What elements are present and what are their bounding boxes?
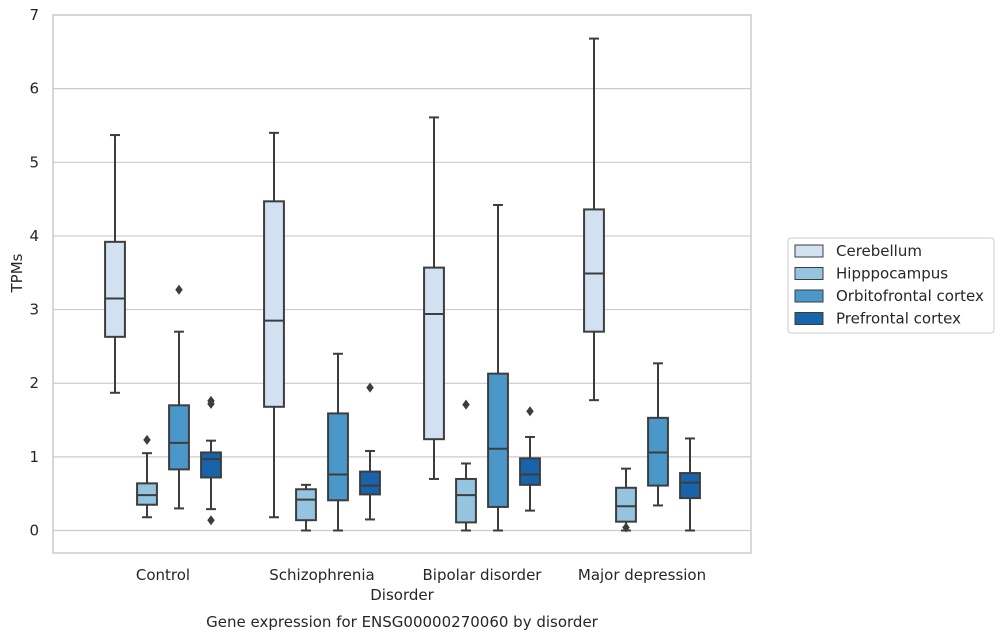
box-cerebellum xyxy=(263,131,285,519)
box xyxy=(455,477,477,524)
outlier xyxy=(143,434,151,445)
box xyxy=(583,208,605,333)
box-prefrontal-cortex xyxy=(519,406,541,512)
outlier xyxy=(366,382,374,393)
x-tick-label: Control xyxy=(136,566,190,584)
legend-swatch xyxy=(794,312,824,325)
chart-title: Gene expression for ENSG00000270060 by d… xyxy=(206,613,599,631)
legend-label: Orbitofrontal cortex xyxy=(836,287,984,305)
box-hipppocampus xyxy=(455,399,477,532)
box xyxy=(200,451,222,479)
box xyxy=(327,412,349,502)
box-cerebellum xyxy=(583,37,605,402)
box xyxy=(263,200,285,408)
y-tick-label: 0 xyxy=(29,522,39,540)
y-tick-label: 2 xyxy=(29,374,39,392)
box xyxy=(679,472,701,500)
box xyxy=(295,488,317,522)
x-tick-label: Schizophrenia xyxy=(269,566,374,584)
x-axis-label: Disorder xyxy=(370,586,434,604)
x-tick-label: Bipolar disorder xyxy=(423,566,543,584)
x-tick-labels: Control Schizophrenia Bipolar disorder Majo… xyxy=(136,566,706,584)
box-prefrontal-cortex xyxy=(679,437,701,532)
y-tick-label: 4 xyxy=(29,227,39,245)
y-tick-labels: 0 1 2 3 4 5 6 7 xyxy=(29,6,39,539)
box xyxy=(359,470,381,496)
legend-label: Cerebellum xyxy=(836,242,922,260)
y-tick-label: 3 xyxy=(29,301,39,319)
box xyxy=(136,482,158,506)
outlier xyxy=(526,406,534,417)
gridlines xyxy=(53,14,751,532)
y-tick-label: 5 xyxy=(29,153,39,171)
box-hipppocampus xyxy=(615,467,637,533)
box-prefrontal-cortex xyxy=(359,382,381,521)
box-prefrontal-cortex xyxy=(200,395,222,526)
box xyxy=(168,404,190,471)
box-hipppocampus xyxy=(295,483,317,532)
box-orbitofrontal-cortex xyxy=(168,284,190,510)
box xyxy=(487,372,509,508)
box-cerebellum xyxy=(104,134,126,394)
box-orbitofrontal-cortex xyxy=(647,362,669,507)
legend-frame xyxy=(787,237,995,334)
box xyxy=(615,486,637,523)
legend: Cerebellum Hipppocampus Orbitofrontal cort… xyxy=(787,237,995,334)
legend-swatch xyxy=(794,289,824,303)
box-orbitofrontal-cortex xyxy=(487,204,509,532)
box-orbitofrontal-cortex xyxy=(327,352,349,532)
box xyxy=(519,457,541,486)
legend-swatch xyxy=(794,244,824,258)
legend-swatch xyxy=(794,267,824,280)
legend-label: Hipppocampus xyxy=(836,265,948,283)
box xyxy=(104,240,126,338)
outlier xyxy=(462,399,470,410)
outlier xyxy=(175,284,183,295)
y-tick-label: 1 xyxy=(29,448,39,466)
outlier xyxy=(622,522,630,533)
y-tick-label: 7 xyxy=(29,6,39,24)
box xyxy=(423,266,445,441)
box-cerebellum xyxy=(423,116,445,480)
box-plots xyxy=(104,37,701,533)
legend-label: Prefrontal cortex xyxy=(836,310,961,328)
plot-frame xyxy=(52,14,752,554)
x-tick-label: Major depression xyxy=(578,566,706,584)
box-hipppocampus xyxy=(136,434,158,519)
outlier xyxy=(207,515,215,526)
y-tick-label: 6 xyxy=(29,80,39,98)
y-axis-label: TPMs xyxy=(8,253,26,293)
outlier xyxy=(207,395,215,406)
